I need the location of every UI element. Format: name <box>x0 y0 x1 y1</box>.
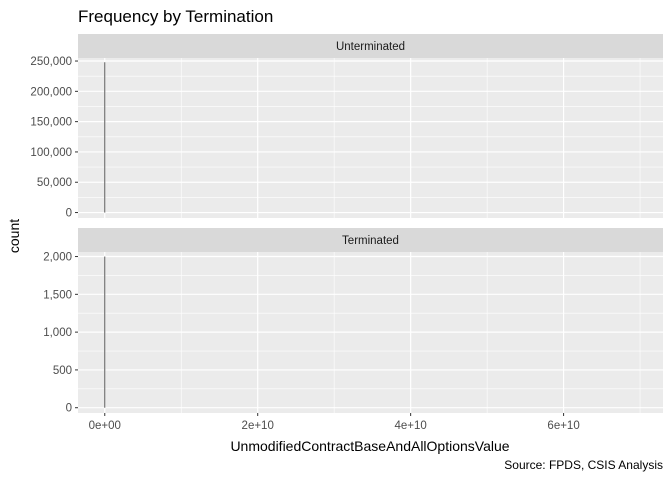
facet-panel <box>78 58 663 218</box>
x-tick-label: 2e+10 <box>242 420 274 432</box>
y-tick-label: 1,000 <box>43 327 72 339</box>
x-axis-title: UnmodifiedContractBaseAndAllOptionsValue <box>230 438 509 454</box>
facet-strip-label: Terminated <box>342 235 399 247</box>
y-tick-label: 250,000 <box>30 56 72 68</box>
facet-strip <box>78 228 663 252</box>
x-axis: 0e+00 2e+10 4e+10 6e+10 <box>89 413 580 432</box>
x-tick-label: 0e+00 <box>89 420 121 432</box>
y-tick-label: 50,000 <box>37 177 72 189</box>
histogram-bar <box>104 256 106 408</box>
x-tick-label: 6e+10 <box>547 420 579 432</box>
chart-title: Frequency by Termination <box>78 7 273 26</box>
y-tick-label: 1,500 <box>43 289 72 301</box>
facet-unterminated: Unterminated 0 50,000 100,000 150,000 200,000… <box>30 34 663 220</box>
x-tick-label: 4e+10 <box>394 420 426 432</box>
caption: Source: FPDS, CSIS Analysis <box>504 458 663 472</box>
facet-strip-label: Unterminated <box>336 41 405 53</box>
y-tick-label: 0 <box>66 208 72 220</box>
y-tick-label: 500 <box>53 365 72 377</box>
y-tick-label: 150,000 <box>30 117 72 129</box>
y-tick-label: 0 <box>66 403 72 415</box>
y-tick-label: 2,000 <box>43 252 72 264</box>
facet-strip <box>78 34 663 58</box>
facet-terminated: Terminated 0 500 1,000 1,500 2,000 <box>43 228 663 415</box>
y-axis-title: count <box>6 219 22 253</box>
y-tick-label: 200,000 <box>30 86 72 98</box>
histogram-bar <box>104 62 106 213</box>
y-tick-label: 100,000 <box>30 147 72 159</box>
